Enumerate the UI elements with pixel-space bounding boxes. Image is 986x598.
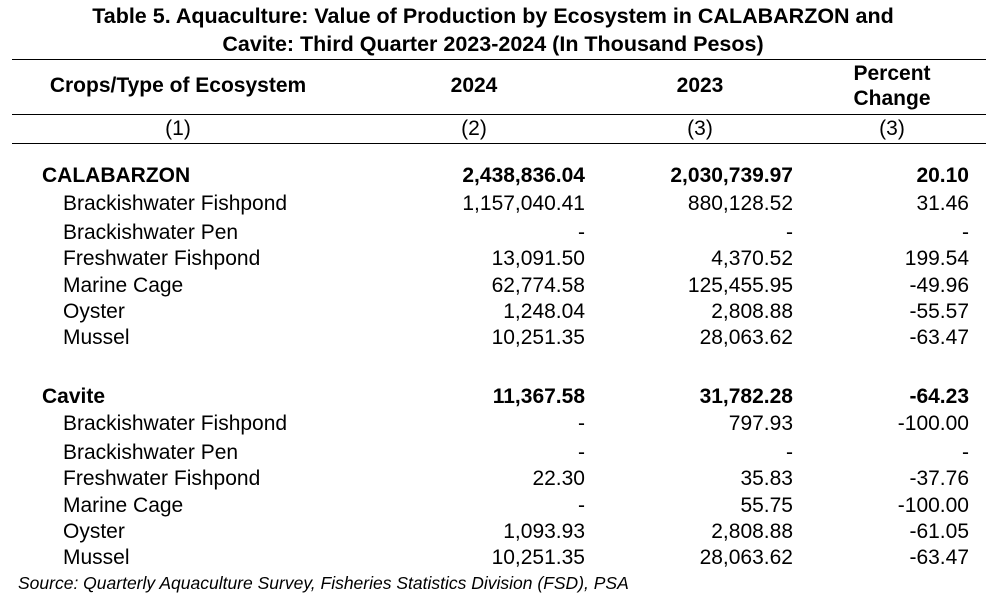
value-2023: 4,370.52 bbox=[711, 246, 793, 272]
percent-change: -49.96 bbox=[909, 273, 969, 299]
ecosystem-label: Brackishwater Pen bbox=[63, 440, 238, 466]
ecosystem-label: Mussel bbox=[63, 545, 130, 571]
region-total-2023: 2,030,739.97 bbox=[670, 163, 793, 189]
column-header-ecosystem: Crops/Type of Ecosystem bbox=[50, 73, 306, 99]
percent-change: -55.57 bbox=[909, 299, 969, 325]
ecosystem-label: Freshwater Fishpond bbox=[63, 246, 260, 272]
column-number-1: (1) bbox=[165, 116, 191, 142]
region-total-percent-change: 20.10 bbox=[916, 163, 969, 189]
value-2023: 2,808.88 bbox=[711, 299, 793, 325]
region-label: Cavite bbox=[42, 384, 105, 410]
value-2024: - bbox=[578, 493, 585, 519]
ecosystem-label: Oyster bbox=[63, 519, 125, 545]
value-2023: 28,063.62 bbox=[700, 545, 793, 571]
percent-change: - bbox=[962, 220, 969, 246]
column-header-percent: Percent bbox=[853, 61, 930, 87]
value-2023: 55.75 bbox=[740, 493, 793, 519]
value-2023: 880,128.52 bbox=[688, 191, 793, 217]
percent-change: -37.76 bbox=[909, 466, 969, 492]
column-header-change: Change bbox=[853, 86, 930, 112]
ecosystem-label: Mussel bbox=[63, 325, 130, 351]
value-2024: - bbox=[578, 440, 585, 466]
ecosystem-label: Brackishwater Fishpond bbox=[63, 191, 287, 217]
percent-change: -100.00 bbox=[898, 493, 969, 519]
column-number-2: (2) bbox=[461, 116, 487, 142]
table-title: Table 5. Aquaculture: Value of Productio… bbox=[0, 2, 986, 58]
ecosystem-label: Brackishwater Fishpond bbox=[63, 411, 287, 437]
value-2023: 125,455.95 bbox=[688, 273, 793, 299]
value-2024: 10,251.35 bbox=[492, 545, 585, 571]
header-top-rule bbox=[12, 59, 986, 60]
region-label: CALABARZON bbox=[42, 163, 190, 189]
region-total-percent-change: -64.23 bbox=[909, 384, 969, 410]
percent-change: -63.47 bbox=[909, 545, 969, 571]
region-total-2024: 2,438,836.04 bbox=[462, 163, 585, 189]
ecosystem-label: Freshwater Fishpond bbox=[63, 466, 260, 492]
region-total-2024: 11,367.58 bbox=[493, 384, 585, 410]
percent-change: - bbox=[962, 440, 969, 466]
ecosystem-label: Marine Cage bbox=[63, 493, 183, 519]
percent-change: -100.00 bbox=[898, 411, 969, 437]
value-2024: - bbox=[578, 220, 585, 246]
value-2024: - bbox=[578, 411, 585, 437]
ecosystem-label: Brackishwater Pen bbox=[63, 220, 238, 246]
value-2023: - bbox=[786, 220, 793, 246]
ecosystem-label: Oyster bbox=[63, 299, 125, 325]
value-2023: - bbox=[786, 440, 793, 466]
value-2024: 22.30 bbox=[532, 466, 585, 492]
source-note: Source: Quarterly Aquaculture Survey, Fi… bbox=[18, 572, 629, 594]
ecosystem-label: Marine Cage bbox=[63, 273, 183, 299]
column-number-rule bbox=[12, 143, 986, 144]
value-2024: 1,157,040.41 bbox=[462, 191, 585, 217]
column-header-2024: 2024 bbox=[451, 73, 498, 99]
value-2023: 35.83 bbox=[740, 466, 793, 492]
header-bottom-rule bbox=[12, 114, 986, 115]
value-2024: 1,093.93 bbox=[503, 519, 585, 545]
value-2024: 62,774.58 bbox=[492, 273, 585, 299]
table-title-line-2: Cavite: Third Quarter 2023-2024 (In Thou… bbox=[0, 30, 986, 58]
value-2023: 797.93 bbox=[729, 411, 793, 437]
value-2023: 2,808.88 bbox=[711, 519, 793, 545]
value-2024: 10,251.35 bbox=[492, 325, 585, 351]
column-number-4: (3) bbox=[879, 116, 905, 142]
percent-change: -61.05 bbox=[909, 519, 969, 545]
region-total-2023: 31,782.28 bbox=[700, 384, 793, 410]
percent-change: 199.54 bbox=[905, 246, 969, 272]
column-header-2023: 2023 bbox=[677, 73, 724, 99]
percent-change: 31.46 bbox=[916, 191, 969, 217]
percent-change: -63.47 bbox=[909, 325, 969, 351]
value-2023: 28,063.62 bbox=[700, 325, 793, 351]
value-2024: 1,248.04 bbox=[503, 299, 585, 325]
table-title-line-1: Table 5. Aquaculture: Value of Productio… bbox=[0, 2, 986, 30]
value-2024: 13,091.50 bbox=[492, 246, 585, 272]
column-number-3: (3) bbox=[687, 116, 713, 142]
